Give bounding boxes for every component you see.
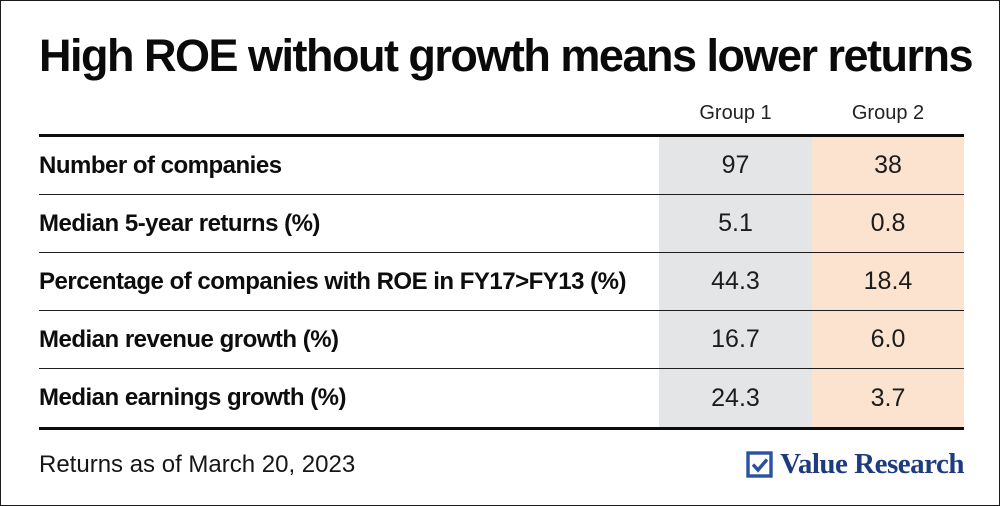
header-rule [39,134,964,137]
table-row: Percentage of companies with ROE in FY17… [39,253,964,311]
table-column-headers: Group 1 Group 2 [39,81,964,134]
table-row: Median revenue growth (%) 16.7 6.0 [39,311,964,369]
group2-value: 0.8 [812,195,964,252]
group2-value: 6.0 [812,311,964,368]
group1-value: 44.3 [659,253,812,310]
group2-value: 3.7 [812,369,964,427]
group1-value: 5.1 [659,195,812,252]
value-research-logo: Value Research [746,448,964,481]
table-row: Median 5-year returns (%) 5.1 0.8 [39,195,964,253]
data-table: Number of companies 97 38 Median 5-year … [39,137,964,427]
row-label: Median earnings growth (%) [39,384,347,411]
group1-value: 24.3 [659,369,812,427]
column-header-group1: Group 1 [699,102,772,124]
returns-date-note: Returns as of March 20, 2023 [39,450,356,478]
brand-name: Value Research [780,448,964,480]
group1-value: 97 [659,137,812,194]
ballot-check-icon [746,451,773,478]
group2-value: 18.4 [812,253,964,310]
row-label: Median revenue growth (%) [39,325,339,353]
group1-value: 16.7 [659,311,812,368]
footer: Returns as of March 20, 2023 Value Resea… [39,430,964,505]
table-row: Median earnings growth (%) 24.3 3.7 [39,369,964,427]
column-header-group2: Group 2 [851,102,925,124]
table-row: Number of companies 97 38 [39,137,964,195]
page-title: High ROE without growth means lower retu… [39,30,974,81]
row-label: Number of companies [39,151,282,179]
row-label: Median 5-year returns (%) [39,209,320,237]
footer-rule [39,427,964,430]
row-label: Percentage of companies with ROE in FY17… [39,267,627,295]
group2-value: 38 [812,137,964,194]
